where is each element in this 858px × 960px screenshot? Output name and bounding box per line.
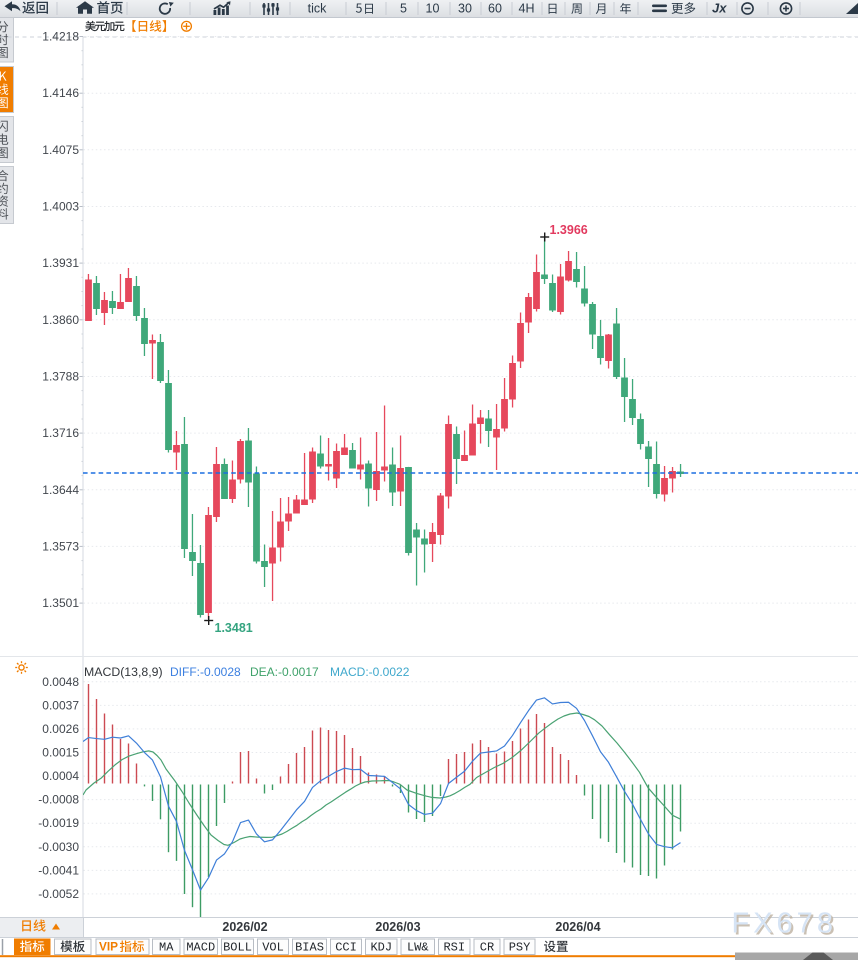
svg-text:tick: tick bbox=[308, 2, 328, 16]
svg-text:1.4003: 1.4003 bbox=[42, 200, 79, 214]
svg-text:30: 30 bbox=[458, 2, 472, 16]
svg-text:1.3860: 1.3860 bbox=[42, 313, 79, 327]
svg-text:-0.0041: -0.0041 bbox=[38, 863, 79, 877]
svg-text:2026/02: 2026/02 bbox=[222, 920, 267, 934]
svg-text:CR: CR bbox=[480, 941, 494, 955]
svg-text:1.3716: 1.3716 bbox=[42, 426, 79, 440]
svg-text:BOLL: BOLL bbox=[223, 941, 252, 955]
svg-text:1.3788: 1.3788 bbox=[42, 370, 79, 384]
svg-text:10: 10 bbox=[426, 2, 440, 16]
svg-text:MACD:-0.0022: MACD:-0.0022 bbox=[330, 665, 410, 679]
svg-text:0.0004: 0.0004 bbox=[42, 769, 79, 783]
svg-text:2026/04: 2026/04 bbox=[555, 920, 600, 934]
svg-text:PSY: PSY bbox=[509, 941, 531, 955]
svg-text:MACD(13,8,9): MACD(13,8,9) bbox=[84, 665, 163, 679]
svg-text:60: 60 bbox=[488, 2, 502, 16]
svg-text:0.0026: 0.0026 bbox=[42, 722, 79, 736]
svg-text:1.4218: 1.4218 bbox=[42, 30, 79, 44]
svg-text:0.0037: 0.0037 bbox=[42, 698, 79, 712]
svg-text:2026/03: 2026/03 bbox=[375, 920, 420, 934]
svg-text:DEA:-0.0017: DEA:-0.0017 bbox=[250, 665, 319, 679]
svg-text:-0.0008: -0.0008 bbox=[38, 793, 79, 807]
svg-text:-0.0052: -0.0052 bbox=[38, 887, 79, 901]
svg-text:FX678: FX678 bbox=[734, 910, 839, 942]
svg-text:VOL: VOL bbox=[262, 941, 284, 955]
svg-text:LW&: LW& bbox=[407, 941, 429, 955]
svg-text:BIAS: BIAS bbox=[295, 941, 324, 955]
svg-text:4H: 4H bbox=[519, 2, 535, 16]
svg-text:MA: MA bbox=[159, 941, 174, 955]
svg-text:1.3644: 1.3644 bbox=[42, 483, 79, 497]
svg-text:VIP: VIP bbox=[99, 940, 118, 954]
svg-text:1.3966: 1.3966 bbox=[550, 223, 588, 237]
svg-text:1.4075: 1.4075 bbox=[42, 143, 79, 157]
svg-text:1.3481: 1.3481 bbox=[215, 621, 253, 635]
svg-text:1.3931: 1.3931 bbox=[42, 256, 79, 270]
svg-text:0.0048: 0.0048 bbox=[42, 675, 79, 689]
svg-text:-0.0030: -0.0030 bbox=[38, 840, 79, 854]
svg-text:0.0015: 0.0015 bbox=[42, 746, 79, 760]
svg-text:-0.0019: -0.0019 bbox=[38, 816, 79, 830]
svg-text:DIFF:-0.0028: DIFF:-0.0028 bbox=[170, 665, 241, 679]
svg-text:MACD: MACD bbox=[186, 941, 215, 955]
svg-text:5: 5 bbox=[400, 2, 407, 16]
svg-text:1.3501: 1.3501 bbox=[42, 596, 79, 610]
svg-text:RSI: RSI bbox=[443, 941, 465, 955]
svg-text:1.4146: 1.4146 bbox=[42, 86, 79, 100]
svg-text:1.3573: 1.3573 bbox=[42, 539, 79, 553]
svg-text:FX678: FX678 bbox=[732, 908, 837, 940]
svg-text:CCI: CCI bbox=[335, 941, 357, 955]
svg-text:Jx: Jx bbox=[712, 1, 727, 16]
svg-text:KDJ: KDJ bbox=[370, 941, 392, 955]
